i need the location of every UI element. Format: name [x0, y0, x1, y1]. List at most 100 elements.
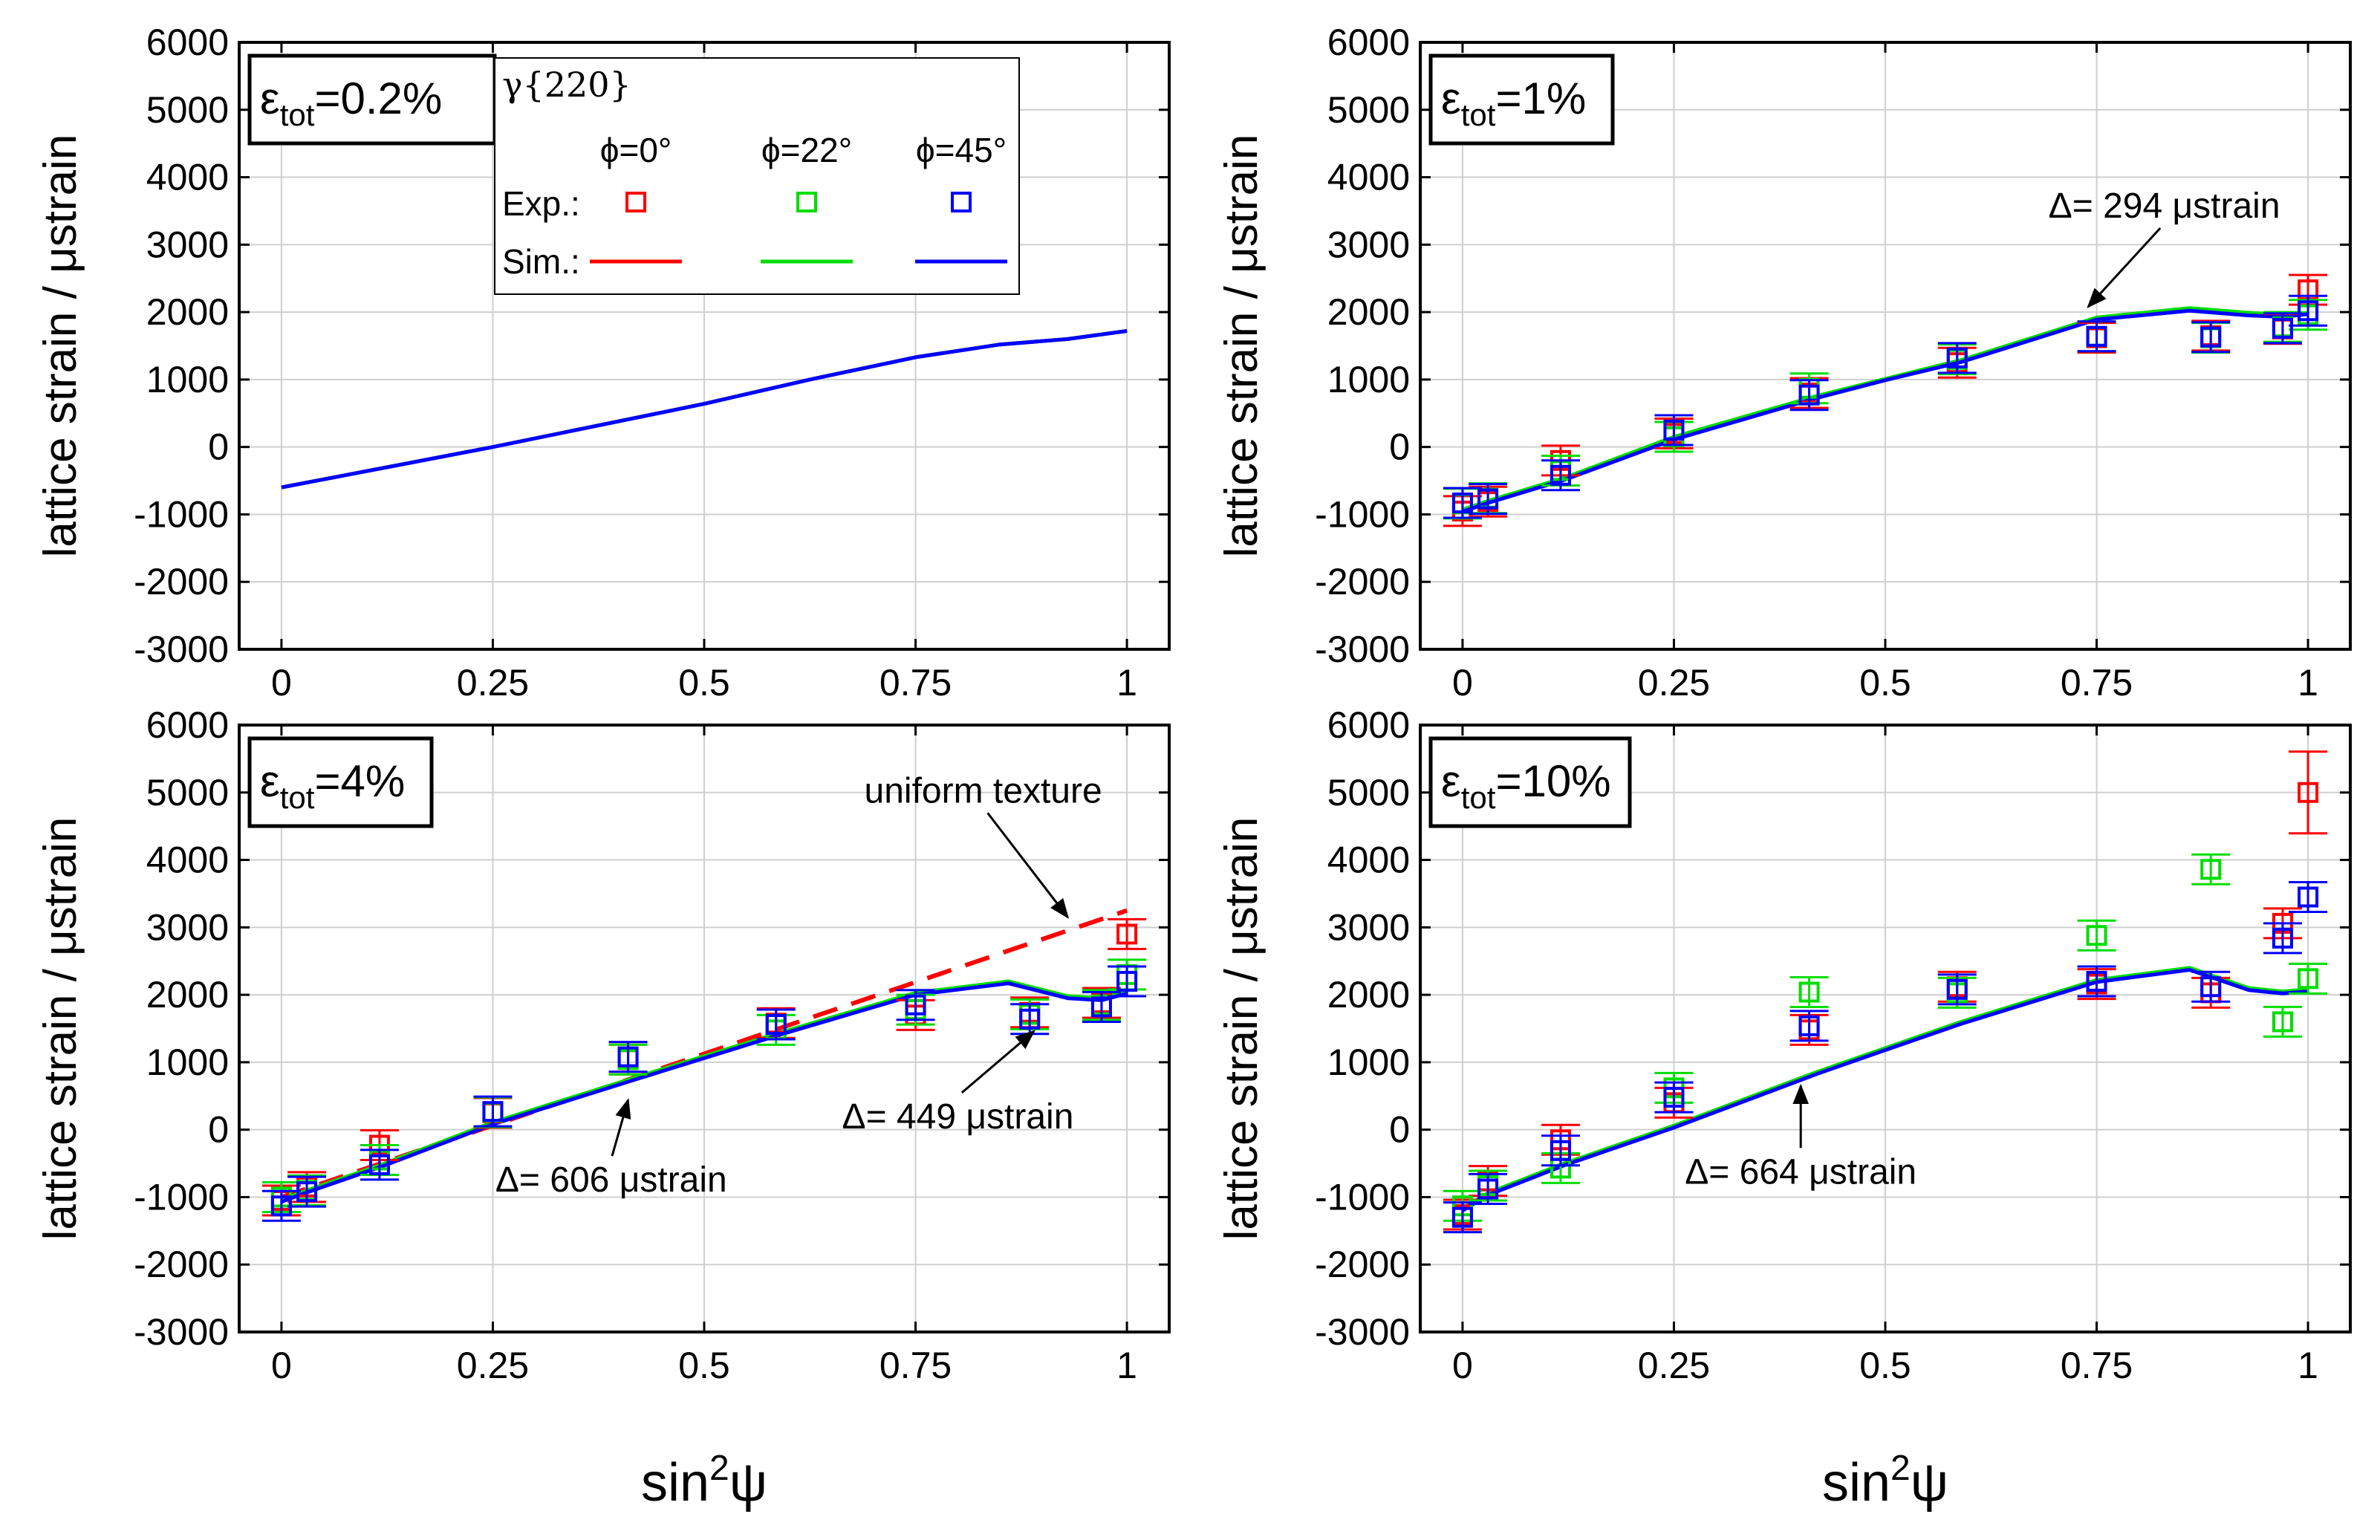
x-tick-label: 0.25 — [1638, 662, 1710, 704]
y-tick-label: -1000 — [134, 1176, 229, 1218]
x-tick-label: 0.25 — [1638, 1345, 1710, 1386]
strain-epsilon: ε — [260, 74, 280, 123]
strain-label-box — [247, 53, 497, 146]
exp-point-phi45 — [2191, 970, 2231, 1003]
x-label-symbol: ψ — [1911, 1453, 1948, 1513]
strain-label-box — [1428, 53, 1615, 146]
exp-marker — [1798, 1015, 1820, 1036]
strain-label: εtot=1% — [1441, 74, 1586, 132]
exp-point-phi45 — [2263, 922, 2302, 955]
exp-point-phi22 — [2191, 853, 2231, 886]
plot-frame — [1419, 724, 2352, 1333]
strain-subscript: tot — [1461, 780, 1496, 815]
strain-label: εtot=4% — [260, 756, 405, 815]
exp-marker — [2200, 976, 2222, 998]
annotation-label: Δ= 449 μstrain — [842, 1097, 1074, 1137]
y-axis-label: lattice strain / μstrain — [1216, 134, 1267, 558]
exp-marker — [1946, 978, 1968, 1000]
y-tick-label: -2000 — [1315, 561, 1410, 602]
exp-marker — [2200, 326, 2222, 348]
plot-frame — [238, 41, 1171, 651]
exp-marker — [1946, 347, 1968, 368]
legend-exp-marker-phi22 — [796, 192, 817, 212]
y-tick-label: -1000 — [1315, 493, 1410, 535]
exp-marker — [2272, 927, 2293, 949]
y-tick-label: 6000 — [1327, 704, 1410, 746]
x-tick-label: 0 — [271, 1345, 292, 1386]
annotation-label: uniform texture — [865, 771, 1102, 810]
x-tick-label: 0.75 — [2061, 1345, 2133, 1386]
exp-point-phi45 — [1789, 379, 1829, 412]
exp-point-phi45 — [1937, 973, 1977, 1006]
legend-title: γ{220} — [502, 65, 631, 105]
exp-marker — [905, 994, 926, 1016]
exp-point-phi22 — [1789, 975, 1829, 1008]
y-tick-label: 6000 — [146, 704, 229, 746]
y-tick-label: 1000 — [146, 1042, 229, 1083]
exp-marker — [1451, 493, 1473, 514]
y-tick-label: 6000 — [146, 22, 229, 63]
exp-marker — [2272, 317, 2293, 339]
annotation-arrow — [2087, 227, 2162, 308]
panel-3: 0 0.25 0.5 0.75 1 -3000 -2000 -1000 0 1000 2000 300… — [35, 704, 1171, 1386]
exp-point-phi45 — [2289, 294, 2328, 327]
exp-point-phi22 — [2289, 962, 2328, 995]
strain-label: εtot=0.2% — [260, 74, 442, 132]
legend-sim-label: Sim.: — [502, 242, 580, 281]
x-tick-label: 0.75 — [880, 1345, 952, 1386]
exp-point-phi45 — [287, 1175, 327, 1208]
exp-marker — [2298, 886, 2319, 908]
y-tick-label: 3000 — [146, 906, 229, 948]
legend-header: ϕ=0° — [600, 131, 672, 169]
x-label-sup: 2 — [709, 1449, 729, 1488]
legend-exp-label: Exp.: — [502, 184, 580, 223]
x-tick-label: 0.25 — [457, 1345, 529, 1386]
exp-point-phi45 — [1469, 483, 1508, 516]
exp-point-phi45 — [1789, 1010, 1829, 1042]
strain-epsilon: ε — [1441, 756, 1461, 806]
exp-point-phi45 — [896, 989, 935, 1021]
panel-2: 0 0.25 0.5 0.75 1 -3000 -2000 -1000 0 1000 2000 300… — [1216, 22, 2352, 704]
x-tick-label: 0 — [1452, 1345, 1473, 1386]
y-tick-label: -3000 — [1315, 1311, 1410, 1353]
x-label-sup: 2 — [1890, 1449, 1911, 1488]
legend-header: ϕ=45° — [916, 131, 1007, 169]
x-tick-label: 0.75 — [880, 662, 952, 704]
uniform-texture-line — [280, 908, 1128, 1200]
y-tick-label: -2000 — [134, 1244, 229, 1285]
y-tick-label: 4000 — [1327, 157, 1410, 198]
strain-epsilon: ε — [1441, 74, 1461, 123]
annotation-arrow — [960, 1030, 1035, 1094]
exp-marker — [296, 1181, 318, 1203]
strain-value: =10% — [1495, 756, 1610, 806]
y-tick-label: 5000 — [1327, 89, 1410, 131]
exp-point-phi45 — [1108, 965, 1147, 998]
y-axis-label: lattice strain / μstrain — [1216, 817, 1267, 1241]
y-tick-label: 4000 — [146, 839, 229, 881]
x-axis-label-2: sin2ψ — [1822, 1449, 1948, 1513]
exp-point-phi45 — [756, 1008, 796, 1041]
y-tick-label: 6000 — [1327, 22, 1410, 63]
exp-point-phi22 — [2077, 919, 2116, 952]
annotation-label: Δ= 664 μstrain — [1685, 1152, 1916, 1192]
y-tick-label: 5000 — [1327, 772, 1410, 813]
y-axis-label: lattice strain / μstrain — [35, 134, 86, 558]
exp-marker — [1477, 488, 1499, 510]
exp-point-phi45 — [1654, 1081, 1694, 1114]
y-tick-label: 2000 — [1327, 974, 1410, 1016]
exp-marker — [2298, 782, 2319, 803]
exp-marker — [2086, 325, 2107, 347]
y-tick-label: 5000 — [146, 772, 229, 813]
y-tick-label: 3000 — [1327, 906, 1410, 948]
exp-marker — [2200, 859, 2222, 880]
legend-exp-marker-phi0 — [625, 192, 646, 212]
y-tick-label: -1000 — [134, 493, 229, 535]
exp-point-phi45 — [1541, 459, 1580, 492]
legend-exp-marker-phi45 — [951, 192, 972, 212]
strain-epsilon: ε — [260, 756, 280, 806]
exp-point-phi45 — [2263, 312, 2302, 345]
y-tick-label: -2000 — [1315, 1244, 1410, 1285]
strain-subscript: tot — [280, 780, 315, 815]
strain-subscript: tot — [1461, 97, 1496, 132]
